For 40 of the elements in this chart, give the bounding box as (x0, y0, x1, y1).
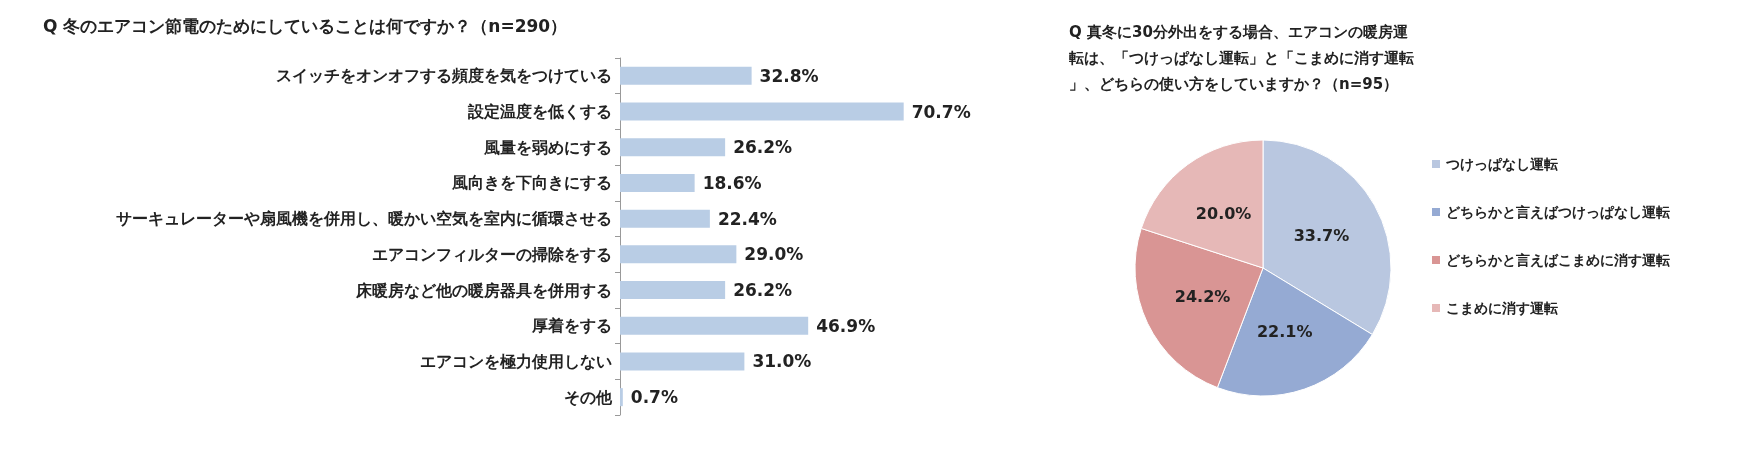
data-label: 32.8% (759, 65, 819, 86)
bar (620, 388, 623, 407)
data-label: 31.0% (752, 351, 812, 372)
data-label: 20.0% (1195, 204, 1252, 224)
y-tick-label: 風向きを下向きにする (451, 173, 612, 193)
bar (620, 281, 726, 300)
bar (620, 173, 695, 192)
data-label: 26.2% (733, 137, 793, 158)
y-tick-label: 床暖房など他の暖房器具を併用する (355, 280, 612, 300)
data-label: 24.2% (1174, 287, 1231, 307)
y-tick-label: サーキュレーターや扇風機を併用し、暖かい空気を室内に循環させる (116, 209, 612, 229)
legend-label: つけっぱなし運転 (1445, 156, 1558, 172)
y-tick-label: エアコンを極力使用しない (420, 351, 612, 371)
data-label: 0.7% (630, 387, 678, 408)
data-label: 26.2% (733, 280, 793, 301)
legend-label: どちらかと言えばつけっぱなし運転 (1446, 204, 1670, 220)
y-tick-label: エアコンフィルターの掃除をする (372, 244, 612, 264)
data-label: 18.6% (702, 172, 762, 193)
data-label: 33.7% (1293, 225, 1350, 245)
legend-label: こまめに消す運転 (1446, 300, 1558, 316)
y-tick-label: スイッチをオンオフする頻度を気をつけている (276, 66, 612, 86)
bar (620, 138, 726, 157)
y-tick-label: 風量を弱めにする (483, 137, 612, 157)
legend-label: どちらかと言えばこまめに消す運転 (1446, 252, 1670, 268)
bar (620, 209, 710, 228)
text: Q 冬のエアコン節電のためにしていることは何ですか？（n=290） (43, 15, 568, 36)
chart-title: Q 真冬に30分外出をする場合、エアコンの暖房運転は、「つけっぱなし運転」と「こまめに消す運転」、どちらの使い方をしていますか？（n=95） (1069, 23, 1414, 93)
data-label: 70.7% (911, 101, 971, 122)
bar (620, 245, 737, 264)
y-tick-label: 設定温度を低くする (467, 102, 612, 122)
bar (620, 66, 752, 85)
bar (620, 352, 745, 371)
data-label: 22.4% (717, 208, 777, 229)
bar (620, 102, 904, 121)
data-label: 22.1% (1256, 321, 1313, 341)
y-tick-label: その他 (564, 387, 613, 407)
data-label: 29.0% (744, 244, 804, 265)
data-label: 46.9% (816, 315, 876, 336)
bar (620, 316, 809, 335)
y-tick-label: 厚着をする (531, 316, 612, 336)
